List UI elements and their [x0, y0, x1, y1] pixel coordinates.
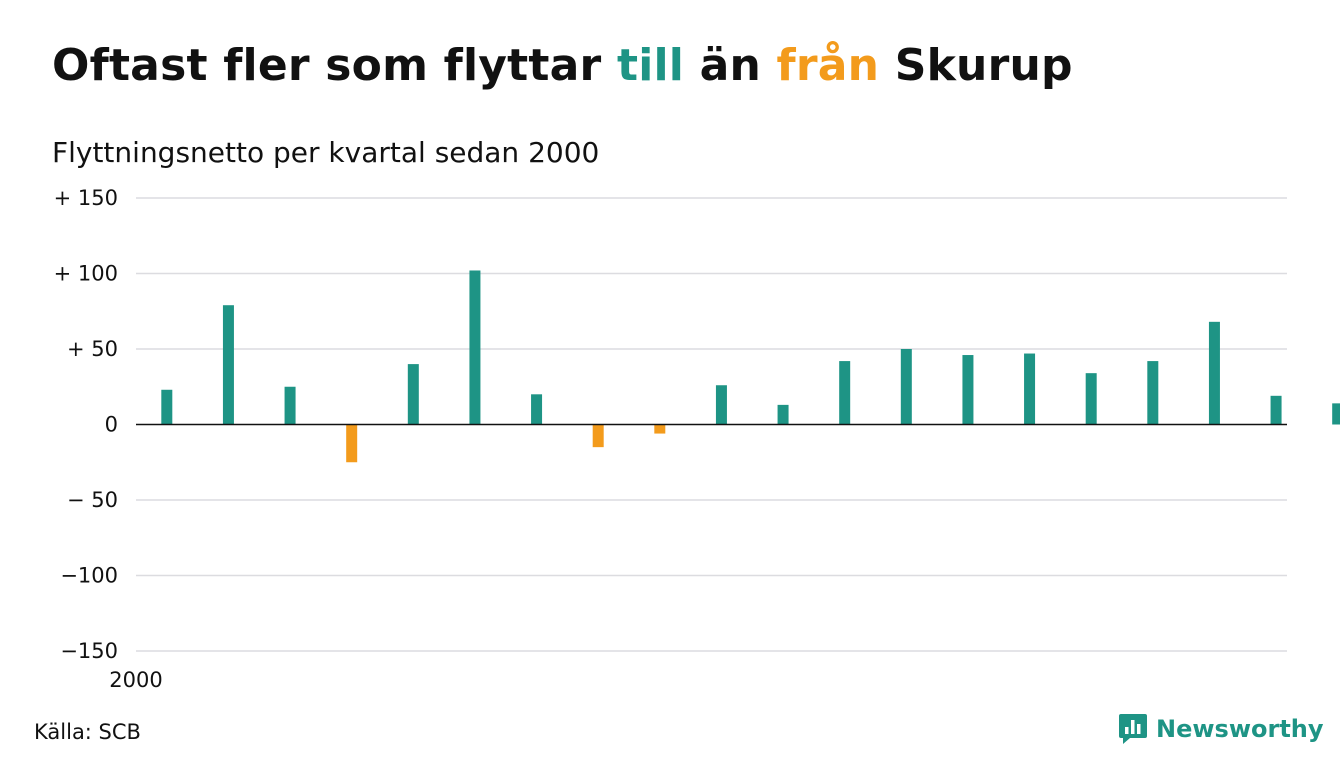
bar: [161, 389, 173, 425]
bar: [1085, 373, 1097, 425]
y-tick-label: + 150: [54, 186, 118, 210]
bar-chart: + 150 + 100 + 50 0 − 50 −100 −150 200020052010…: [54, 186, 1340, 692]
title-highlight-fran: från: [776, 40, 880, 91]
bar: [592, 424, 604, 448]
y-axis: + 150 + 100 + 50 0 − 50 −100 −150: [54, 186, 118, 663]
bar: [839, 361, 851, 425]
y-tick-label: + 50: [67, 337, 118, 361]
y-tick-label: − 50: [67, 488, 118, 512]
bar: [407, 364, 419, 425]
bar: [1024, 353, 1036, 425]
y-tick-label: −150: [60, 639, 118, 663]
y-tick-label: −100: [60, 564, 118, 588]
title-part-2: än: [684, 40, 777, 91]
bar: [1147, 361, 1159, 425]
brand-name: Newsworthy: [1156, 715, 1324, 743]
bar: [962, 355, 974, 425]
bar: [1332, 403, 1340, 425]
bar: [900, 349, 912, 425]
brand-logo: Newsworthy: [1118, 712, 1324, 746]
bar: [346, 424, 358, 463]
source-note: Källa: SCB: [34, 720, 141, 744]
bar: [1270, 395, 1282, 425]
bar-chart-bubble-icon: [1119, 714, 1147, 744]
bar: [284, 386, 296, 425]
y-tick-label: + 100: [54, 262, 118, 286]
grid-layer: [136, 197, 1287, 652]
bar: [1208, 321, 1220, 425]
x-axis: 20002005201020152020: [109, 668, 162, 692]
chart-title: Oftast fler som flyttar till än från Sku…: [52, 40, 1073, 91]
title-part-1: Oftast fler som flyttar: [52, 40, 617, 91]
bar: [531, 394, 543, 425]
y-tick-label: 0: [105, 413, 118, 437]
bars: [161, 270, 1340, 463]
bar: [222, 305, 234, 425]
bar: [469, 270, 481, 425]
chart-subtitle: Flyttningsnetto per kvartal sedan 2000: [52, 136, 600, 169]
bar: [777, 404, 789, 425]
title-part-3: Skurup: [879, 40, 1073, 91]
bar: [654, 424, 666, 434]
x-tick-label: 2000: [109, 668, 162, 692]
title-highlight-till: till: [616, 40, 685, 91]
bar: [715, 385, 727, 425]
